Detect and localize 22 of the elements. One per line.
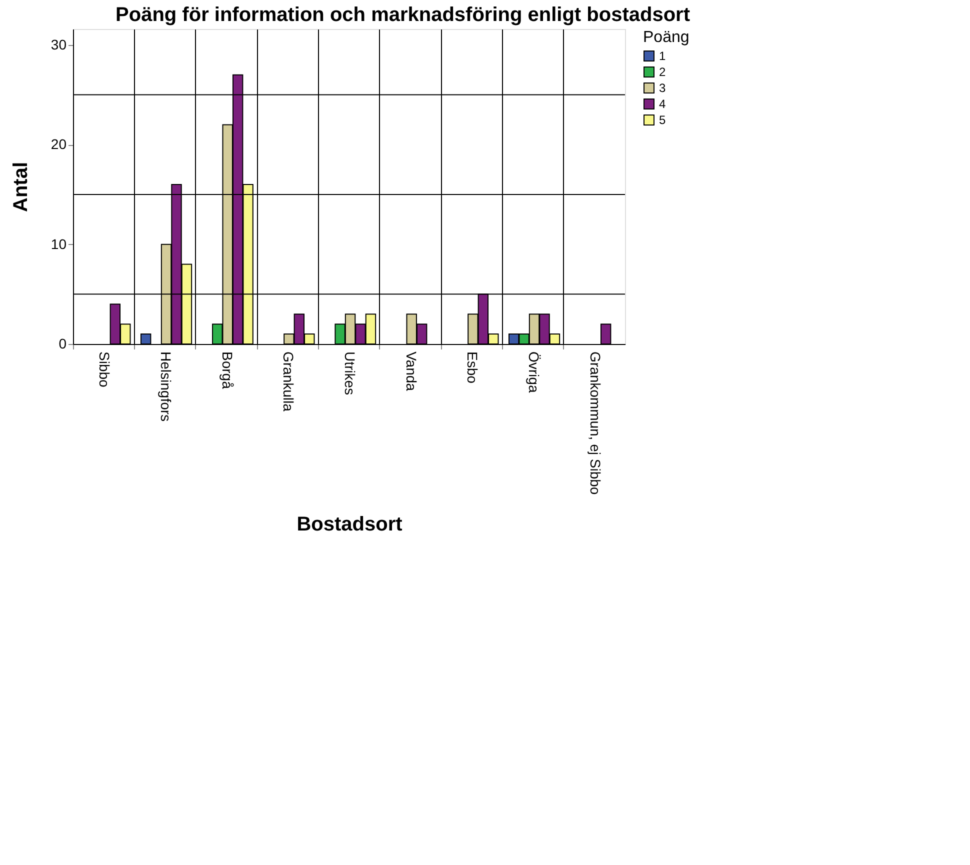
x-tick-label: Utrikes xyxy=(342,352,358,396)
legend-label: 2 xyxy=(659,65,666,79)
y-tick-label: 0 xyxy=(58,336,67,352)
x-tick-label: Helsingfors xyxy=(158,352,174,422)
x-axis-title: Bostadsort xyxy=(296,514,403,536)
chart-title: Poäng för information och marknadsföring enligt bostadsort xyxy=(116,4,690,26)
x-tick-label: Sibbo xyxy=(96,352,113,388)
legend-label: 3 xyxy=(659,81,666,95)
x-tick-label: Grankulla xyxy=(280,352,297,412)
x-tick-label: Vanda xyxy=(403,352,420,392)
y-axis-title: Antal xyxy=(10,162,32,212)
y-tick-label: 30 xyxy=(50,36,67,52)
x-tick-label: Esbo xyxy=(464,352,481,384)
y-tick-label: 20 xyxy=(50,136,67,152)
legend-label: 4 xyxy=(659,97,666,111)
legend-label: 1 xyxy=(659,49,666,63)
x-tick-label: Borgå xyxy=(219,352,236,390)
legend-title: Poäng xyxy=(643,29,690,46)
y-tick-label: 10 xyxy=(50,236,67,252)
x-tick-label: Övriga xyxy=(526,352,542,393)
x-tick-label: Grankommun, ej Sibbo xyxy=(587,352,604,495)
legend-label: 5 xyxy=(659,113,666,127)
